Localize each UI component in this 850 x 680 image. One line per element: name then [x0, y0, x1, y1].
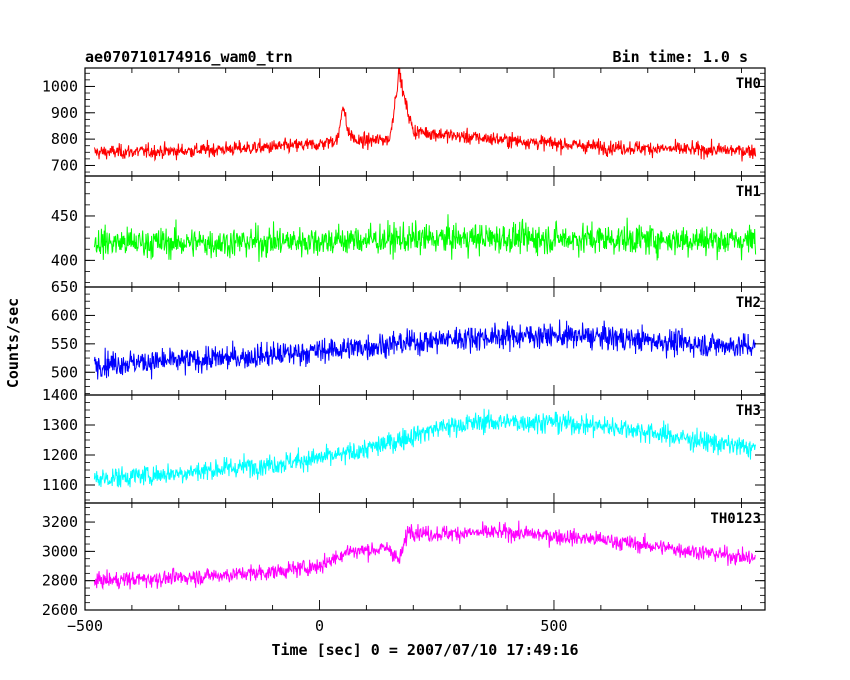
y-tick-label: 1100 [42, 476, 78, 494]
series-line-th3 [93, 408, 757, 488]
series-line-th0 [93, 68, 757, 162]
series-line-th2 [93, 319, 757, 380]
y-tick-label: 450 [51, 207, 78, 225]
panels-group: 700 800 900 1000 TH0 400 450 TH1 500 550 600 650 TH2… [42, 67, 766, 619]
y-tick-label: 700 [51, 156, 78, 174]
panel-label: TH1 [736, 184, 761, 200]
y-tick-label: 3000 [42, 542, 78, 560]
panel-label: TH0 [736, 76, 761, 92]
y-tick-label: 900 [51, 104, 78, 122]
panel-th0: 700 800 900 1000 TH0 [42, 67, 766, 177]
y-tick-label: 550 [51, 335, 78, 353]
y-tick-label: 1400 [42, 386, 78, 404]
panel-th0123: 2600 2800 3000 3200 TH0123 [42, 502, 766, 619]
panel-th2: 500 550 600 650 TH2 [51, 278, 766, 396]
y-tick-label: 2800 [42, 572, 78, 590]
x-axis: −500 0 500 [67, 617, 568, 635]
y-axis-label: Counts/sec [4, 298, 22, 388]
y-tick-label: 400 [51, 251, 78, 269]
y-tick-label: 1200 [42, 446, 78, 464]
x-tick-label: 0 [315, 617, 324, 635]
y-tick-label: 1300 [42, 416, 78, 434]
y-tick-label: 600 [51, 306, 78, 324]
panel-label: TH3 [736, 403, 761, 419]
x-tick-label: −500 [67, 617, 103, 635]
panel-frame [84, 67, 766, 177]
panel-frame [84, 394, 766, 504]
x-axis-label: Time [sec] 0 = 2007/07/10 17:49:16 [271, 641, 578, 659]
y-tick-label: 1000 [42, 77, 78, 95]
y-tick-label: 3200 [42, 513, 78, 531]
y-tick-label: 650 [51, 278, 78, 296]
panel-label: TH0123 [710, 511, 761, 527]
bin-time-label: Bin time: 1.0 s [613, 48, 748, 66]
y-tick-label: 500 [51, 363, 78, 381]
series-line-th0123 [93, 520, 756, 591]
panel-th3: 1100 1200 1300 1400 TH3 [42, 386, 766, 504]
series-line-th1 [93, 214, 757, 262]
y-tick-label: 800 [51, 130, 78, 148]
x-tick-label: 500 [540, 617, 567, 635]
panel-label: TH2 [736, 295, 761, 311]
chart-title: ae070710174916_wam0_trn [85, 48, 293, 66]
panel-th1: 400 450 TH1 [51, 175, 766, 288]
panel-frame [84, 502, 766, 611]
y-tick-label: 2600 [42, 601, 78, 619]
